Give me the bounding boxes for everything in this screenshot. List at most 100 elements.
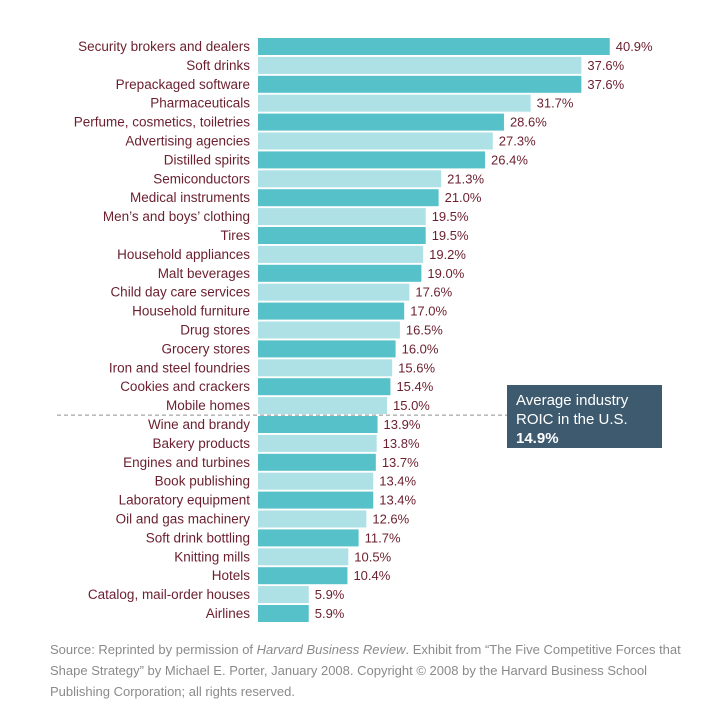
bar-26 xyxy=(258,529,359,547)
value-label-15: 16.5% xyxy=(406,323,443,338)
category-label-20: Wine and brandy xyxy=(148,417,250,432)
value-label-30: 5.9% xyxy=(315,606,345,621)
bar-2 xyxy=(258,75,582,93)
category-label-5: Advertising agencies xyxy=(125,134,250,149)
value-label-10: 19.5% xyxy=(432,228,469,243)
value-label-19: 15.0% xyxy=(393,398,430,413)
value-label-11: 19.2% xyxy=(429,247,466,262)
bar-0 xyxy=(258,38,610,55)
value-label-2: 37.6% xyxy=(587,77,624,92)
average-callout-value: 14.9% xyxy=(516,430,559,447)
category-label-17: Iron and steel foundries xyxy=(109,360,250,375)
value-label-22: 13.7% xyxy=(382,455,419,470)
category-label-2: Prepackaged software xyxy=(116,77,250,92)
bar-10 xyxy=(258,227,426,244)
category-label-22: Engines and turbines xyxy=(123,455,250,470)
bar-29 xyxy=(258,586,309,604)
value-label-29: 5.9% xyxy=(315,587,345,602)
value-label-26: 11.7% xyxy=(365,530,401,545)
bar-11 xyxy=(258,245,424,263)
category-label-29: Catalog, mail-order houses xyxy=(88,587,250,602)
bar-16 xyxy=(258,340,396,358)
value-label-21: 13.8% xyxy=(383,436,420,451)
category-label-4: Perfume, cosmetics, toiletries xyxy=(74,115,251,130)
bar-30 xyxy=(258,605,309,622)
bar-25 xyxy=(258,510,367,528)
value-label-9: 19.5% xyxy=(432,209,469,224)
category-label-14: Household furniture xyxy=(132,304,250,319)
bar-27 xyxy=(258,548,349,566)
category-label-3: Pharmaceuticals xyxy=(150,96,250,111)
value-label-0: 40.9% xyxy=(616,39,653,54)
average-callout-line1: Average industry xyxy=(516,392,629,409)
bar-7 xyxy=(258,170,442,188)
source-rest: . Exhibit from “The Five Competitive For… xyxy=(50,642,681,699)
category-label-27: Knitting mills xyxy=(174,549,250,564)
value-label-12: 19.0% xyxy=(427,266,464,281)
roic-bar-chart: Security brokers and dealers 40.9% Soft dr… xyxy=(57,38,660,622)
category-label-23: Book publishing xyxy=(155,474,250,489)
bar-4 xyxy=(258,113,504,131)
value-label-17: 15.6% xyxy=(398,360,435,375)
bar-9 xyxy=(258,208,426,226)
bar-12 xyxy=(258,264,422,282)
value-label-5: 27.3% xyxy=(499,134,536,149)
value-label-7: 21.3% xyxy=(447,171,484,186)
category-label-18: Cookies and crackers xyxy=(120,379,250,394)
bar-15 xyxy=(258,321,400,339)
category-label-8: Medical instruments xyxy=(130,190,250,205)
value-label-4: 28.6% xyxy=(510,115,547,130)
value-label-13: 17.6% xyxy=(415,285,452,300)
category-label-12: Malt beverages xyxy=(158,266,251,281)
category-label-26: Soft drink bottling xyxy=(146,530,250,545)
bar-6 xyxy=(258,151,486,169)
bar-1 xyxy=(258,56,582,74)
bar-22 xyxy=(258,453,376,471)
value-label-14: 17.0% xyxy=(410,304,447,319)
category-label-19: Mobile homes xyxy=(166,398,250,413)
source-publication: Harvard Business Review xyxy=(256,642,406,657)
category-label-25: Oil and gas machinery xyxy=(116,512,251,527)
category-label-9: Men’s and boys’ clothing xyxy=(103,209,250,224)
category-label-16: Grocery stores xyxy=(161,341,250,356)
category-label-15: Drug stores xyxy=(180,323,250,338)
bar-14 xyxy=(258,302,405,320)
category-label-13: Child day care services xyxy=(110,285,250,300)
bar-5 xyxy=(258,132,493,150)
bar-17 xyxy=(258,359,393,377)
category-label-0: Security brokers and dealers xyxy=(78,39,250,54)
bar-28 xyxy=(258,567,348,585)
average-roic-callout: Average industry ROIC in the U.S. 14.9% xyxy=(507,385,662,448)
category-label-6: Distilled spirits xyxy=(164,152,251,167)
category-label-30: Airlines xyxy=(206,606,251,621)
bar-21 xyxy=(258,434,377,452)
category-label-21: Bakery products xyxy=(152,436,250,451)
value-label-1: 37.6% xyxy=(587,58,624,73)
value-label-28: 10.4% xyxy=(353,568,390,583)
category-label-24: Laboratory equipment xyxy=(119,493,251,508)
category-label-1: Soft drinks xyxy=(186,58,250,73)
bar-3 xyxy=(258,94,531,112)
category-label-10: Tires xyxy=(221,228,251,243)
bar-13 xyxy=(258,283,410,301)
bar-24 xyxy=(258,491,374,509)
bar-19 xyxy=(258,397,387,415)
value-label-18: 15.4% xyxy=(396,379,433,394)
value-label-23: 13.4% xyxy=(379,474,416,489)
value-label-25: 12.6% xyxy=(372,512,409,527)
source-prefix: Source: Reprinted by permission of xyxy=(50,642,257,657)
bar-18 xyxy=(258,378,391,396)
bar-20 xyxy=(258,416,378,433)
bar-23 xyxy=(258,472,374,490)
category-label-28: Hotels xyxy=(212,568,251,583)
value-label-6: 26.4% xyxy=(491,152,528,167)
category-label-7: Semiconductors xyxy=(153,171,250,186)
bar-8 xyxy=(258,189,439,207)
value-label-3: 31.7% xyxy=(537,96,574,111)
value-label-24: 13.4% xyxy=(379,493,416,508)
category-label-11: Household appliances xyxy=(117,247,250,262)
average-callout-line2: ROIC in the U.S. xyxy=(516,411,628,428)
value-label-16: 16.0% xyxy=(402,341,439,356)
value-label-27: 10.5% xyxy=(354,549,391,564)
source-note: Source: Reprinted by permission of Harva… xyxy=(50,639,710,702)
